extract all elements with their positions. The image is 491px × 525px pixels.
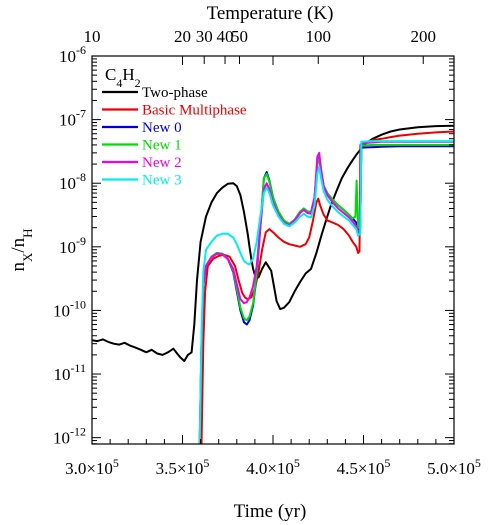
y-tick-label: 10-7: [59, 107, 86, 130]
top-axis-tick-label: 100: [306, 27, 332, 46]
legend-label-new-3: New 3: [142, 173, 182, 189]
x-tick-label: 4.0×105: [246, 456, 300, 478]
legend-label-two-phase: Two-phase: [142, 85, 208, 101]
top-axis-tick-label: 10: [84, 27, 101, 46]
y-tick-label: 10-11: [53, 361, 86, 384]
y-tick-label: 10-10: [53, 297, 86, 320]
series-layer: [92, 124, 454, 444]
legend-label-new-0: New 0: [142, 120, 182, 136]
x-tick-label: 3.0×105: [65, 456, 119, 478]
x-tick-label: 3.5×105: [156, 456, 210, 478]
top-axis-tick-label: 40: [217, 27, 234, 46]
top-axis-tick-label: 200: [410, 27, 436, 46]
legend-label-new-1: New 1: [142, 138, 182, 154]
legend-label-new-2: New 2: [142, 155, 182, 171]
x-tick-label: 5.0×105: [427, 456, 481, 478]
x-axis-title: Time (yr): [234, 501, 307, 522]
top-axis-tick-label: 30: [196, 27, 213, 46]
x-tick-label: 4.5×105: [337, 456, 391, 478]
axis-layer: 3.0×105 3.5×105 4.0×105 4.5×105 5.0×105 10 20 3…: [53, 27, 481, 478]
top-axis-title: Temperature (K): [207, 3, 334, 24]
top-axis-tick-label: 20: [174, 27, 191, 46]
series-line-two-phase: [92, 124, 454, 362]
y-tick-label: 10-8: [59, 170, 86, 193]
y-axis-title: nX/nH: [8, 228, 35, 271]
y-tick-label: 10-12: [53, 425, 86, 448]
legend-label-basic-multiphase: Basic Multiphase: [142, 103, 247, 119]
top-axis-tick-label: 50: [231, 27, 248, 46]
plot-frame: [91, 55, 455, 445]
y-tick-label: 10-9: [59, 234, 86, 257]
series-clip-group: [92, 124, 454, 444]
y-tick-label: 10-6: [59, 43, 86, 66]
species-label: C4H2: [105, 65, 141, 90]
series-line-new-3: [198, 140, 454, 444]
